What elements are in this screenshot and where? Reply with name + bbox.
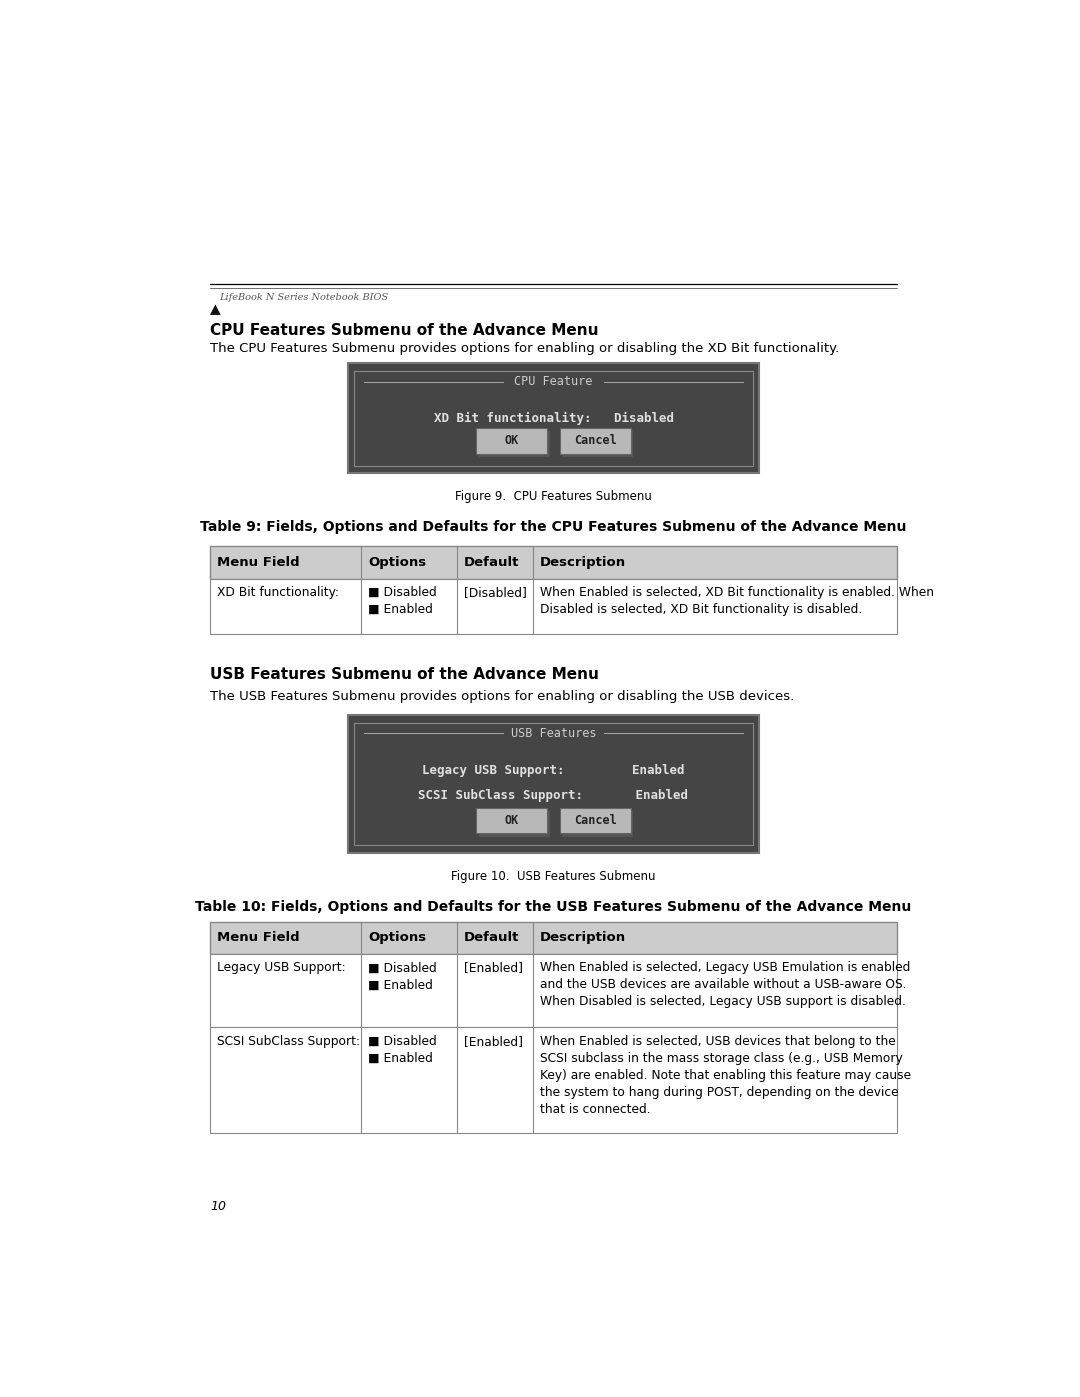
- Text: OK: OK: [504, 814, 518, 827]
- Bar: [478, 810, 550, 837]
- Text: XD Bit functionality:   Disabled: XD Bit functionality: Disabled: [433, 412, 674, 425]
- Bar: [476, 427, 548, 454]
- Bar: [354, 372, 753, 465]
- Text: ■ Disabled
■ Enabled: ■ Disabled ■ Enabled: [368, 1035, 436, 1065]
- Text: USB Features Submenu of the Advance Menu: USB Features Submenu of the Advance Menu: [211, 666, 599, 682]
- Text: Options: Options: [368, 556, 427, 569]
- Text: LifeBook N Series Notebook BIOS: LifeBook N Series Notebook BIOS: [218, 293, 388, 303]
- Text: The CPU Features Submenu provides options for enabling or disabling the XD Bit f: The CPU Features Submenu provides option…: [211, 342, 839, 355]
- Text: When Enabled is selected, Legacy USB Emulation is enabled
and the USB devices ar: When Enabled is selected, Legacy USB Emu…: [540, 961, 910, 1009]
- Text: ■ Disabled
■ Enabled: ■ Disabled ■ Enabled: [368, 587, 436, 616]
- Bar: [559, 807, 631, 834]
- Text: CPU Feature: CPU Feature: [514, 376, 593, 388]
- Text: [Enabled]: [Enabled]: [464, 1035, 523, 1048]
- Text: ■ Disabled
■ Enabled: ■ Disabled ■ Enabled: [368, 961, 436, 992]
- Text: Description: Description: [540, 556, 625, 569]
- Text: 10: 10: [211, 1200, 227, 1213]
- Text: Menu Field: Menu Field: [217, 932, 299, 944]
- Text: Menu Field: Menu Field: [217, 556, 299, 569]
- Text: When Enabled is selected, USB devices that belong to the
SCSI subclass in the ma: When Enabled is selected, USB devices th…: [540, 1035, 910, 1116]
- Text: Cancel: Cancel: [573, 434, 617, 447]
- Text: Default: Default: [464, 932, 519, 944]
- Bar: [563, 810, 634, 837]
- Text: The USB Features Submenu provides options for enabling or disabling the USB devi: The USB Features Submenu provides option…: [211, 690, 795, 704]
- Text: Figure 10.  USB Features Submenu: Figure 10. USB Features Submenu: [451, 870, 656, 883]
- Bar: [476, 807, 548, 834]
- Text: [Enabled]: [Enabled]: [464, 961, 523, 975]
- Bar: [559, 427, 631, 454]
- Text: Figure 9.  CPU Features Submenu: Figure 9. CPU Features Submenu: [455, 490, 652, 503]
- Bar: [211, 922, 896, 954]
- Bar: [354, 722, 753, 845]
- Text: ▶: ▶: [208, 303, 222, 314]
- Bar: [211, 578, 896, 634]
- Bar: [211, 954, 896, 1027]
- Text: Default: Default: [464, 556, 519, 569]
- Bar: [211, 1027, 896, 1133]
- Text: XD Bit functionality:: XD Bit functionality:: [217, 587, 339, 599]
- Bar: [349, 363, 758, 474]
- Bar: [211, 922, 896, 954]
- Text: Options: Options: [368, 932, 427, 944]
- Text: Table 10: Fields, Options and Defaults for the USB Features Submenu of the Advan: Table 10: Fields, Options and Defaults f…: [195, 900, 912, 914]
- Text: Table 9: Fields, Options and Defaults for the CPU Features Submenu of the Advanc: Table 9: Fields, Options and Defaults fo…: [200, 521, 907, 535]
- Bar: [211, 546, 896, 578]
- Text: CPU Features Submenu of the Advance Menu: CPU Features Submenu of the Advance Menu: [211, 323, 598, 338]
- Text: [Disabled]: [Disabled]: [464, 587, 527, 599]
- Bar: [563, 432, 634, 457]
- Text: SCSI SubClass Support:: SCSI SubClass Support:: [217, 1035, 360, 1048]
- Text: Cancel: Cancel: [573, 814, 617, 827]
- Bar: [211, 546, 896, 578]
- Text: When Enabled is selected, XD Bit functionality is enabled. When
Disabled is sele: When Enabled is selected, XD Bit functio…: [540, 587, 933, 616]
- Text: USB Features: USB Features: [511, 726, 596, 740]
- Bar: [349, 715, 758, 852]
- Text: OK: OK: [504, 434, 518, 447]
- Bar: [478, 432, 550, 457]
- Text: Legacy USB Support:         Enabled: Legacy USB Support: Enabled: [422, 764, 685, 777]
- Text: Legacy USB Support:: Legacy USB Support:: [217, 961, 346, 975]
- Text: Description: Description: [540, 932, 625, 944]
- Text: SCSI SubClass Support:       Enabled: SCSI SubClass Support: Enabled: [419, 789, 689, 802]
